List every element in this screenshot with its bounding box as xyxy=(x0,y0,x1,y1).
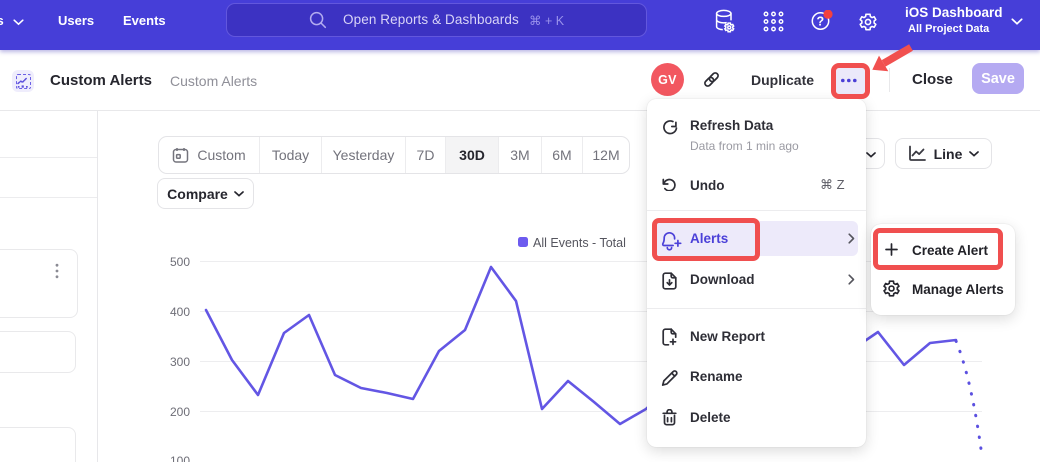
svg-text:?: ? xyxy=(816,15,824,29)
